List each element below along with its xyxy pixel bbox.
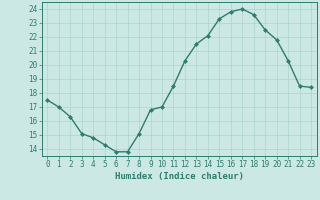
X-axis label: Humidex (Indice chaleur): Humidex (Indice chaleur) — [115, 172, 244, 181]
